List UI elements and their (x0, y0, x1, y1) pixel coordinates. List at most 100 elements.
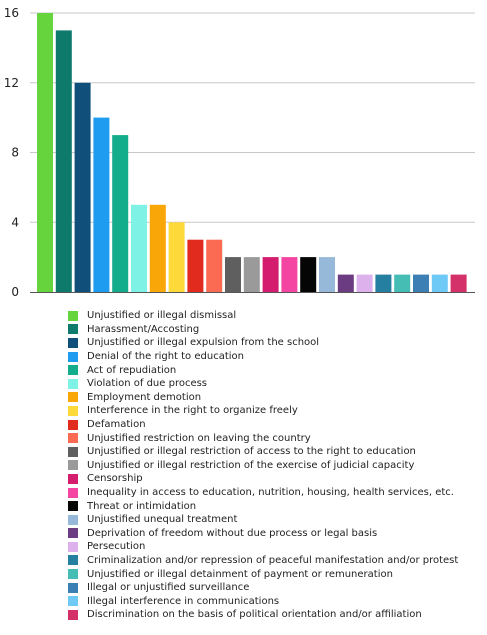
legend-item: Criminalization and/or repression of pea… (68, 554, 458, 568)
legend-swatch (68, 392, 78, 403)
bar (55, 30, 72, 293)
legend-swatch (68, 487, 78, 498)
legend-swatch (68, 433, 78, 444)
legend-swatch (68, 596, 78, 607)
legend-item: Threat or intimidation (68, 499, 458, 513)
y-axis-ticks: 0 4 8 12 16 (4, 6, 19, 299)
legend-label: Censorship (87, 473, 143, 485)
legend-swatch (68, 365, 78, 376)
legend-item: Persecution (68, 540, 458, 554)
legend-label: Interference in the right to organize fr… (87, 405, 298, 417)
legend-item: Defamation (68, 418, 458, 432)
legend-label: Unjustified or illegal dismissal (87, 310, 237, 322)
bar (149, 204, 166, 292)
bar (206, 239, 223, 292)
legend-item: Unjustified unequal treatment (68, 513, 458, 527)
legend-swatch (68, 501, 78, 512)
bar-chart: 0 4 8 12 16 (4, 6, 475, 299)
bar (225, 257, 241, 292)
legend-label: Threat or intimidation (87, 500, 197, 512)
legend-swatch (68, 569, 78, 580)
y-tick-label: 4 (11, 215, 19, 229)
legend-label: Unjustified or illegal expulsion from th… (87, 337, 320, 349)
legend-label: Act of repudiation (87, 364, 177, 376)
bar (168, 222, 185, 293)
bar (337, 274, 354, 292)
bar (187, 239, 204, 292)
y-tick-label: 12 (4, 76, 19, 90)
legend-swatch (68, 446, 78, 457)
bar (243, 257, 260, 292)
legend-swatch (68, 609, 78, 620)
legend-label: Criminalization and/or repression of pea… (87, 554, 459, 566)
legend-swatch (68, 460, 78, 471)
legend-label: Unjustified unequal treatment (87, 514, 238, 526)
legend-item: Unjustified restriction on leaving the c… (68, 431, 458, 445)
legend-label: Defamation (87, 419, 146, 431)
legend-label: Unjustified or illegal detainment of pay… (87, 568, 393, 580)
bar (37, 13, 53, 292)
legend-item: Interference in the right to organize fr… (68, 404, 458, 418)
legend-item: Act of repudiation (68, 363, 458, 377)
legend-item: Discrimination on the basis of political… (68, 608, 458, 622)
legend-label: Employment demotion (87, 391, 202, 403)
legend-label: Unjustified restriction on leaving the c… (87, 432, 311, 444)
legend-label: Illegal interference in communications (87, 595, 280, 607)
y-tick-label: 8 (11, 146, 19, 160)
legend-item: Illegal or unjustified surveillance (68, 581, 458, 595)
legend-swatch (68, 514, 78, 525)
bar (262, 257, 279, 292)
legend-swatch (68, 337, 78, 348)
legend-swatch (68, 419, 78, 430)
legend-label: Illegal or unjustified surveillance (87, 582, 250, 594)
legend-item: Unjustified or illegal detainment of pay… (68, 567, 458, 581)
legend-label: Unjustified or illegal restriction of th… (87, 459, 415, 471)
legend-item: Denial of the right to education (68, 350, 458, 364)
bars (37, 13, 467, 293)
bar (356, 274, 373, 292)
legend-item: Illegal interference in communications (68, 594, 458, 608)
legend-item: Violation of due process (68, 377, 458, 391)
legend: Unjustified or illegal dismissal Harassme… (68, 309, 458, 622)
legend-item: Inequality in access to education, nutri… (68, 486, 458, 500)
legend-item: Censorship (68, 472, 458, 486)
legend-swatch (68, 555, 78, 566)
legend-label: Persecution (87, 541, 146, 553)
legend-swatch (68, 541, 78, 552)
legend-item: Unjustified or illegal restriction of ac… (68, 445, 458, 459)
bar (112, 135, 129, 292)
legend-label: Inequality in access to education, nutri… (87, 487, 454, 499)
legend-item: Harassment/Accosting (68, 323, 458, 337)
legend-label: Harassment/Accosting (87, 323, 200, 335)
bar (375, 274, 392, 292)
legend-label: Discrimination on the basis of political… (87, 609, 422, 621)
legend-item: Unjustified or illegal restriction of th… (68, 459, 458, 473)
legend-swatch (68, 310, 78, 321)
legend-item: Employment demotion (68, 391, 458, 405)
bar (413, 274, 429, 292)
legend-label: Denial of the right to education (87, 351, 244, 363)
y-tick-label: 0 (11, 285, 19, 299)
legend-swatch (68, 324, 78, 335)
bar (281, 257, 298, 292)
bar (131, 204, 147, 292)
legend-item: Unjustified or illegal dismissal (68, 309, 458, 323)
legend-item: Deprivation of freedom without due proce… (68, 527, 458, 541)
bar (431, 274, 448, 292)
legend-label: Deprivation of freedom without due proce… (87, 527, 378, 539)
legend-swatch (68, 473, 78, 484)
bar (319, 257, 335, 292)
legend-label: Unjustified or illegal restriction of ac… (87, 446, 416, 458)
legend-swatch (68, 528, 78, 539)
legend-swatch (68, 582, 78, 593)
legend-item: Unjustified or illegal expulsion from th… (68, 336, 458, 350)
legend-swatch (68, 405, 78, 416)
legend-label: Violation of due process (87, 378, 208, 390)
bar (93, 117, 110, 292)
bar (300, 257, 317, 292)
bar (394, 274, 411, 292)
bar (450, 274, 467, 292)
y-tick-label: 16 (4, 6, 19, 20)
legend-swatch (68, 378, 78, 389)
bar (74, 82, 91, 293)
